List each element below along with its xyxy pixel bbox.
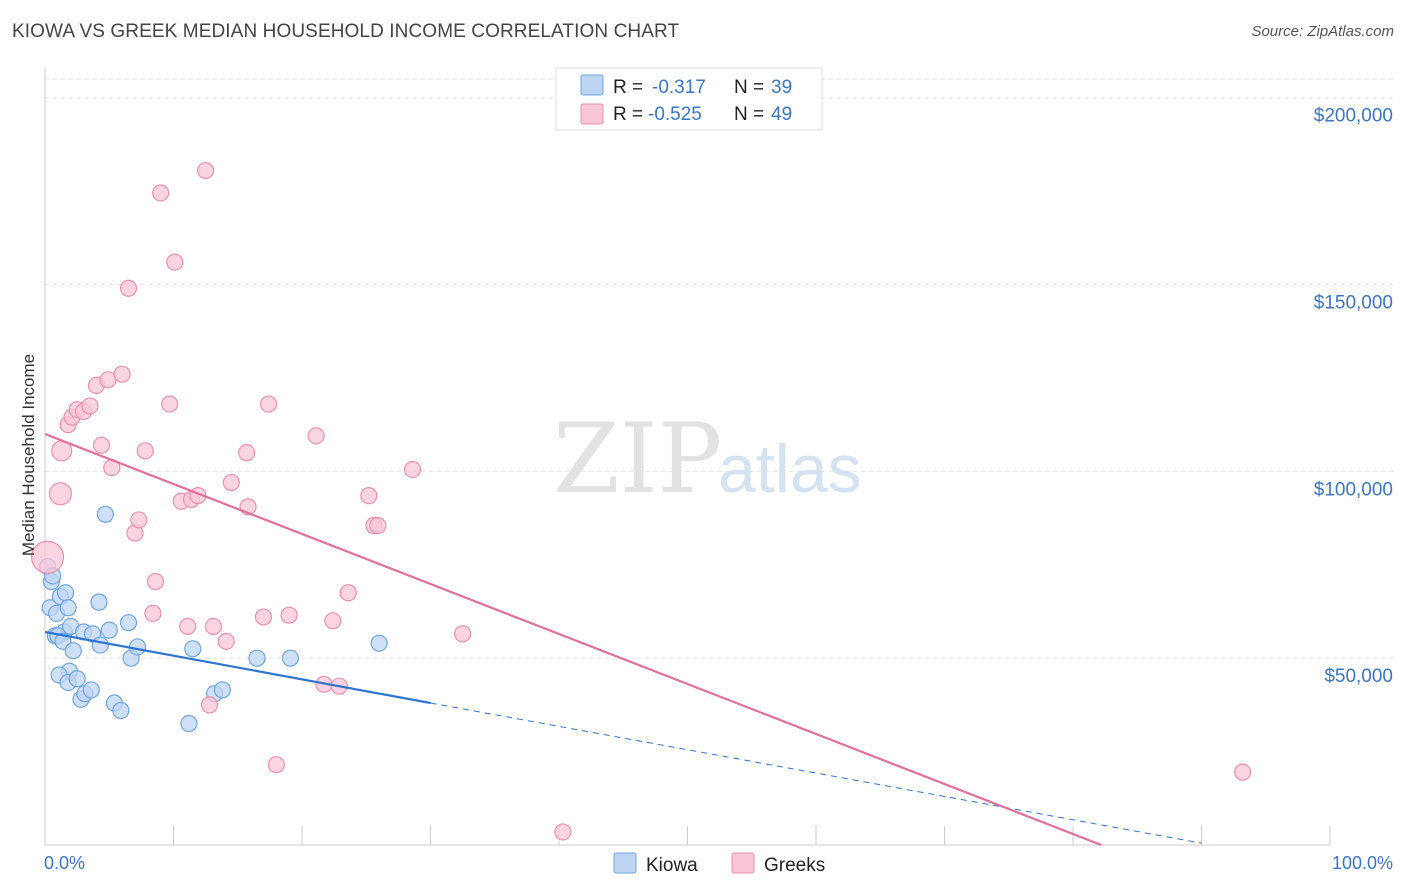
greeks-n-value: 49 <box>771 104 792 125</box>
greeks-point-39 <box>324 612 342 630</box>
greeks-point-7 <box>81 397 99 415</box>
greeks-r-value: -0.525 <box>648 104 702 125</box>
kiowa-point-28 <box>112 701 130 720</box>
watermark-zip: ZIP <box>553 403 722 515</box>
kiowa-point-13 <box>64 642 82 660</box>
greeks-point-13 <box>119 279 138 297</box>
greeks-point-1 <box>48 482 73 506</box>
kiowa-point-33 <box>184 640 202 658</box>
axes <box>44 68 1331 846</box>
greeks-point-29 <box>217 632 235 650</box>
greeks-trend-line <box>44 432 1102 847</box>
greeks-legend-swatch <box>580 103 604 125</box>
kiowa-n-label: N = <box>734 77 764 98</box>
greeks-point-20 <box>161 395 179 413</box>
greeks-point-41 <box>339 584 357 602</box>
greeks-point-19 <box>152 184 170 202</box>
greeks-point-34 <box>259 395 278 413</box>
kiowa-n-value: 39 <box>771 77 792 98</box>
x-tick-label-min: 0.0% <box>44 853 85 873</box>
legend-swatch-greeks <box>731 852 755 874</box>
stats-legend: R = -0.317 N = 39 R = -0.525 N = 49 <box>555 67 823 131</box>
greeks-point-18 <box>146 572 165 591</box>
kiowa-point-6 <box>56 584 75 602</box>
chart-source: Source: ZipAtlas.com <box>1251 23 1394 40</box>
greeks-point-45 <box>403 460 422 479</box>
series-legend: Kiowa Greeks <box>613 852 825 876</box>
greeks-point-32 <box>238 444 256 462</box>
y-tick-labels: $200,000 $150,000 $100,000 $50,000 <box>1314 106 1393 687</box>
greeks-point-17 <box>144 604 162 622</box>
greeks-point-42 <box>360 487 378 505</box>
data-points <box>30 161 1252 841</box>
kiowa-r-label: R = <box>613 77 643 98</box>
y-tick-label-2: $100,000 <box>1314 479 1393 500</box>
greeks-point-27 <box>200 696 219 714</box>
kiowa-point-17 <box>68 670 86 688</box>
kiowa-legend-swatch <box>580 74 604 96</box>
kiowa-trend-line <box>44 630 431 705</box>
greeks-point-9 <box>92 436 111 454</box>
legend-label-kiowa: Kiowa <box>646 855 698 876</box>
kiowa-point-7 <box>59 599 77 617</box>
kiowa-point-20 <box>82 681 100 699</box>
kiowa-point-32 <box>180 714 198 733</box>
legend-swatch-kiowa <box>613 852 637 874</box>
greeks-point-21 <box>166 253 184 271</box>
greeks-point-36 <box>280 606 298 624</box>
greeks-r-label: R = <box>613 104 643 125</box>
chart-title: KIOWA VS GREEK MEDIAN HOUSEHOLD INCOME C… <box>12 21 680 42</box>
kiowa-point-38 <box>370 634 388 652</box>
series-kiowa <box>38 505 388 733</box>
kiowa-point-26 <box>96 505 114 523</box>
greeks-point-37 <box>307 427 325 445</box>
legend-label-greeks: Greeks <box>764 855 825 876</box>
greeks-point-0 <box>30 540 65 574</box>
greeks-point-44 <box>369 516 387 535</box>
grid-lines <box>45 78 1395 659</box>
x-tick-label-max: 100.0% <box>1332 853 1393 873</box>
greeks-point-48 <box>1234 763 1252 781</box>
y-tick-label-3: $50,000 <box>1324 666 1393 687</box>
kiowa-point-25 <box>90 593 108 611</box>
kiowa-point-23 <box>91 636 109 654</box>
kiowa-point-29 <box>119 614 138 632</box>
kiowa-point-24 <box>100 621 118 639</box>
watermark-atlas: atlas <box>718 431 862 507</box>
greeks-point-47 <box>554 823 572 841</box>
y-tick-label-0: $200,000 <box>1314 106 1393 127</box>
greeks-point-12 <box>113 365 131 383</box>
greeks-point-30 <box>222 473 240 492</box>
greeks-point-35 <box>267 756 285 774</box>
trend-lines <box>44 432 1202 847</box>
x-tick-labels: 0.0% 100.0% <box>44 853 1393 873</box>
kiowa-point-36 <box>248 649 266 667</box>
greeks-point-28 <box>204 617 222 636</box>
kiowa-point-35 <box>213 681 231 699</box>
greeks-point-15 <box>130 511 148 529</box>
kiowa-point-37 <box>281 649 300 667</box>
series-greeks <box>30 161 1252 841</box>
greeks-point-26 <box>197 161 215 180</box>
greeks-point-46 <box>454 625 472 643</box>
greeks-n-label: N = <box>734 104 764 125</box>
greeks-point-33 <box>254 608 273 626</box>
greeks-point-16 <box>136 442 154 460</box>
y-axis-label: Median Household Income <box>19 354 38 556</box>
kiowa-trend-extension <box>430 702 1202 844</box>
kiowa-r-value: -0.317 <box>652 77 706 98</box>
y-tick-label-1: $150,000 <box>1314 293 1393 314</box>
greeks-point-23 <box>179 617 197 636</box>
